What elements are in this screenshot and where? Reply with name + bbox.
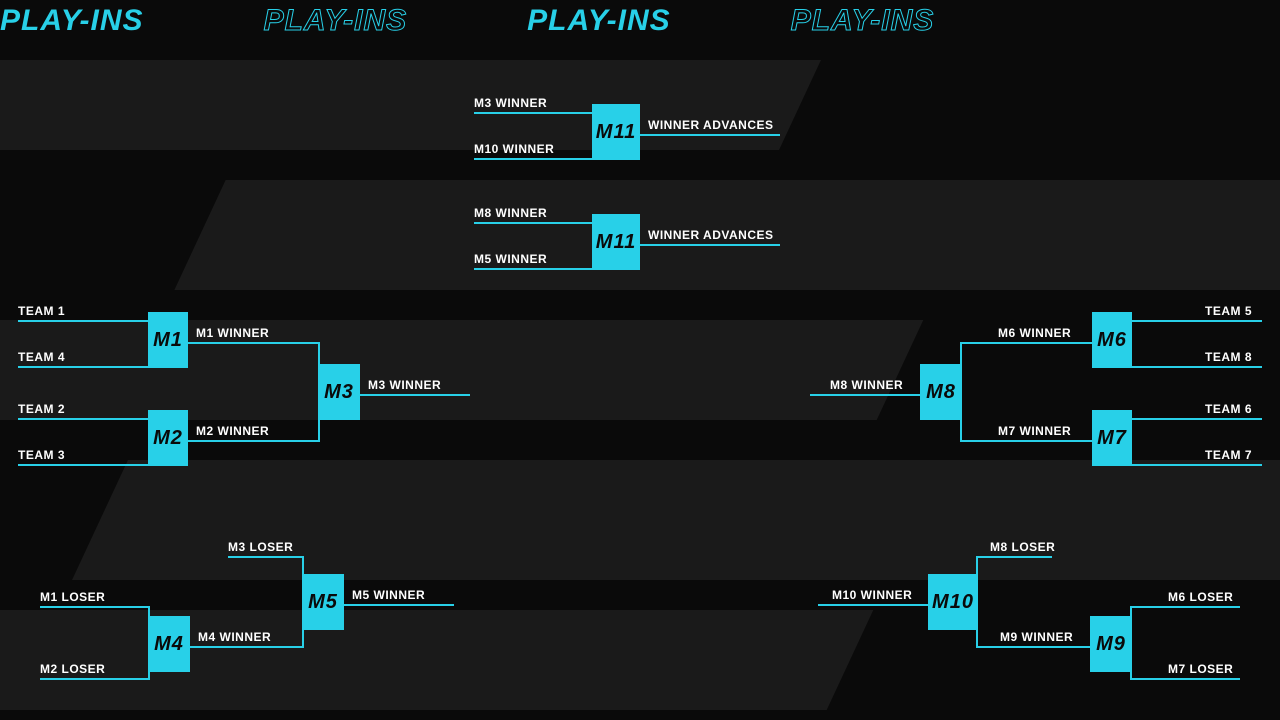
match-m10: M10 (928, 574, 978, 630)
slot-team1: TEAM 1 (18, 304, 65, 318)
slot-team6: TEAM 6 (1205, 402, 1252, 416)
slot-m4-winner: M4 WINNER (198, 630, 271, 644)
underline (962, 440, 1092, 442)
slot-winner-advances-b: WINNER ADVANCES (648, 228, 774, 242)
underline (1132, 464, 1262, 466)
header-strip: PLAY-INS PLAY-INS PLAY-INS PLAY-INS (0, 0, 1280, 42)
underline (1132, 678, 1240, 680)
underline (978, 556, 1052, 558)
slot-m9-winner: M9 WINNER (1000, 630, 1073, 644)
slot-team3: TEAM 3 (18, 448, 65, 462)
slot-m5-winner-top: M5 WINNER (474, 252, 547, 266)
underline (40, 606, 148, 608)
slot-m3-loser: M3 LOSER (228, 540, 293, 554)
slot-m1-loser: M1 LOSER (40, 590, 105, 604)
underline (818, 604, 928, 606)
underline (228, 556, 302, 558)
slot-m10-winner-top: M10 WINNER (474, 142, 554, 156)
header-word: PLAY-INS (527, 4, 671, 38)
slot-m5-winner: M5 WINNER (352, 588, 425, 602)
underline (188, 342, 318, 344)
underline (18, 320, 148, 322)
underline (188, 440, 318, 442)
header-word: PLAY-INS (264, 4, 408, 38)
match-m6: M6 (1092, 312, 1132, 368)
underline (360, 394, 470, 396)
slot-m3-winner-top: M3 WINNER (474, 96, 547, 110)
underline (962, 342, 1092, 344)
underline (18, 418, 148, 420)
header-word: PLAY-INS (0, 4, 144, 38)
slot-team5: TEAM 5 (1205, 304, 1252, 318)
slot-m2-winner: M2 WINNER (196, 424, 269, 438)
underline (640, 244, 780, 246)
slot-m8-loser: M8 LOSER (990, 540, 1055, 554)
slot-team2: TEAM 2 (18, 402, 65, 416)
match-m5: M5 (302, 574, 344, 630)
underline (978, 646, 1090, 648)
slot-m1-winner: M1 WINNER (196, 326, 269, 340)
slot-m10-winner: M10 WINNER (832, 588, 912, 602)
slot-winner-advances-a: WINNER ADVANCES (648, 118, 774, 132)
header-word: PLAY-INS (791, 4, 935, 38)
match-m11a: M11 (592, 104, 640, 160)
slot-m2-loser: M2 LOSER (40, 662, 105, 676)
underline (1132, 366, 1262, 368)
match-m4: M4 (148, 616, 190, 672)
underline (810, 394, 920, 396)
underline (474, 158, 592, 160)
slot-m3-winner: M3 WINNER (368, 378, 441, 392)
match-m1: M1 (148, 312, 188, 368)
underline (474, 268, 592, 270)
slot-team4: TEAM 4 (18, 350, 65, 364)
underline (190, 646, 302, 648)
match-m8: M8 (920, 364, 962, 420)
slot-team7: TEAM 7 (1205, 448, 1252, 462)
underline (1132, 606, 1240, 608)
slot-m7-winner: M7 WINNER (998, 424, 1071, 438)
underline (18, 464, 148, 466)
slot-m6-winner: M6 WINNER (998, 326, 1071, 340)
match-m3: M3 (318, 364, 360, 420)
slot-m8-winner: M8 WINNER (830, 378, 903, 392)
bracket-stage: M3 WINNER M10 WINNER M11 WINNER ADVANCES… (0, 42, 1280, 720)
slot-m6-loser: M6 LOSER (1168, 590, 1233, 604)
slot-team8: TEAM 8 (1205, 350, 1252, 364)
match-m9: M9 (1090, 616, 1132, 672)
slot-m8-winner-top: M8 WINNER (474, 206, 547, 220)
match-m7: M7 (1092, 410, 1132, 466)
underline (1132, 320, 1262, 322)
underline (1132, 418, 1262, 420)
underline (474, 112, 592, 114)
underline (474, 222, 592, 224)
underline (40, 678, 148, 680)
underline (344, 604, 454, 606)
underline (18, 366, 148, 368)
underline (640, 134, 780, 136)
slot-m7-loser: M7 LOSER (1168, 662, 1233, 676)
match-m11b: M11 (592, 214, 640, 270)
match-m2: M2 (148, 410, 188, 466)
